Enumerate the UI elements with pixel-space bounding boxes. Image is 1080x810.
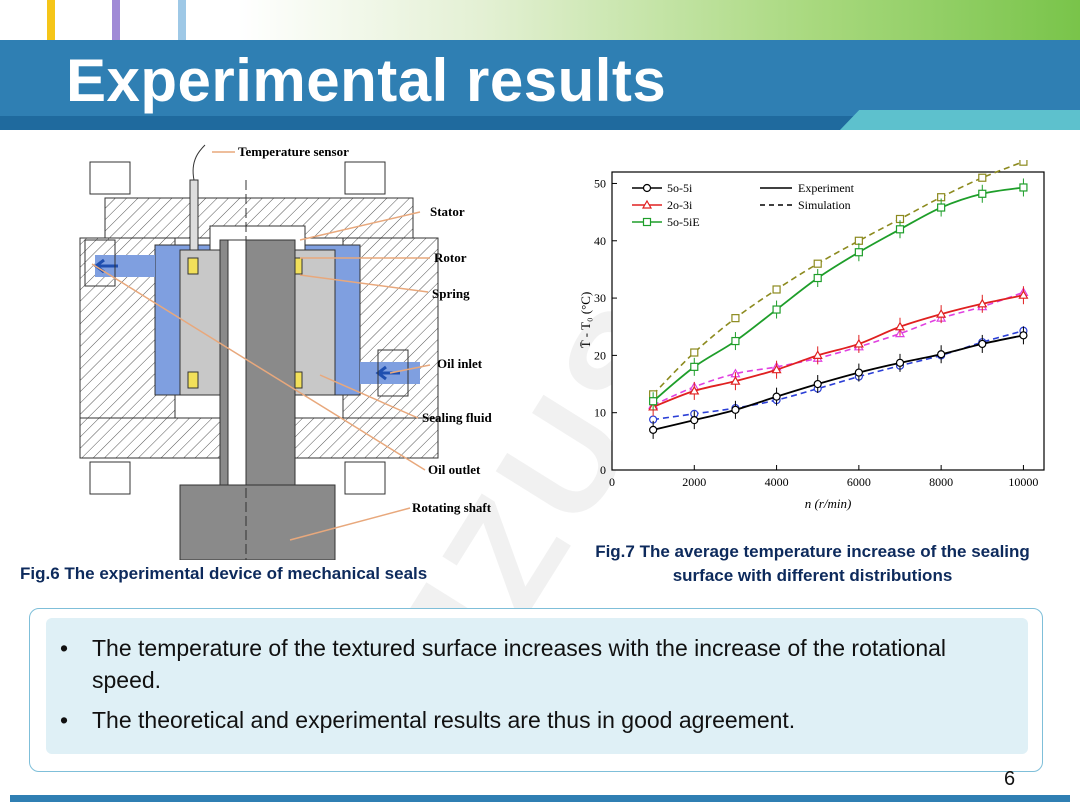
bottom-bar xyxy=(10,795,1070,802)
x-tick-label: 0 xyxy=(609,475,615,489)
series-5o-5i xyxy=(649,326,1028,439)
x-tick-label: 6000 xyxy=(847,475,871,489)
experiment-point xyxy=(936,308,947,318)
experiment-point xyxy=(771,364,782,374)
experiment-point xyxy=(854,368,863,377)
experiment-point xyxy=(894,321,906,331)
label-spring: Spring xyxy=(432,286,470,301)
mechanical-seal-diagram: Temperature sensor Stator Rotor Spring O… xyxy=(79,144,492,560)
experiment-point xyxy=(937,203,946,212)
legend-style-label: Experiment xyxy=(798,181,855,195)
experiment-point xyxy=(731,336,740,346)
experiment-point xyxy=(813,273,822,283)
fig7-caption: Fig.7 The average temperature increase o… xyxy=(595,542,1030,585)
experiment-point xyxy=(937,350,946,359)
simulation-point xyxy=(690,348,699,357)
bullet-dot: • xyxy=(60,707,69,733)
series-5o-5iE xyxy=(649,160,1028,411)
legend-label: 5o-5i xyxy=(667,181,693,195)
experiment-point xyxy=(649,397,658,406)
series-2o-3i xyxy=(648,286,1029,416)
label-oil-inlet: Oil inlet xyxy=(437,356,483,371)
legend-label: 5o-5iE xyxy=(667,215,700,229)
experiment-point xyxy=(978,189,987,198)
experiment-point xyxy=(689,385,700,395)
experiment-point xyxy=(1019,331,1028,340)
simulation-point xyxy=(978,173,987,182)
y-tick-label: 50 xyxy=(594,176,606,190)
experiment-point xyxy=(1019,183,1028,192)
y-tick-label: 10 xyxy=(594,406,606,420)
experiment-point xyxy=(690,362,699,371)
x-axis-label: n (r/min) xyxy=(805,496,852,511)
x-tick-label: 2000 xyxy=(682,475,706,489)
legend-label: 2o-3i xyxy=(667,198,693,212)
simulation-line xyxy=(652,160,1024,395)
legend-marker xyxy=(642,183,652,193)
temperature-increase-chart: 0 2000 4000 6000 8000 10000 0 10 20 30 40 50 5o-5i 2… xyxy=(580,160,1045,511)
legend-style-label: Simulation xyxy=(798,198,851,212)
title-accent-bar xyxy=(0,116,1080,130)
decor-tick-purple xyxy=(112,0,120,40)
experiment-point xyxy=(690,416,699,425)
experiment-point xyxy=(1018,290,1029,299)
simulation-point xyxy=(731,314,740,323)
fig6-caption: Fig.6 The experimental device of mechani… xyxy=(20,564,428,583)
experiment-point xyxy=(977,298,988,308)
page-title: Experimental results xyxy=(66,47,667,114)
label-oil-outlet: Oil outlet xyxy=(428,462,481,477)
label-stator: Stator xyxy=(430,204,465,219)
experiment-point xyxy=(731,405,740,414)
experiment-point xyxy=(649,425,658,434)
experiment-point xyxy=(772,305,781,314)
simulation-point xyxy=(813,259,822,268)
simulation-point xyxy=(772,285,781,294)
simulation-line xyxy=(652,291,1024,406)
experiment-line xyxy=(652,294,1024,408)
top-gradient-strip xyxy=(0,0,1080,40)
x-tick-label: 8000 xyxy=(929,475,953,489)
label-rotor: Rotor xyxy=(434,250,467,265)
experiment-line xyxy=(652,334,1024,431)
experiment-line xyxy=(652,186,1024,402)
experiment-point xyxy=(978,339,987,349)
x-tick-label: 4000 xyxy=(765,475,789,489)
legend-marker xyxy=(641,199,653,209)
bullet-item: • The temperature of the textured surfac… xyxy=(58,632,1008,696)
label-temperature-sensor: Temperature sensor xyxy=(238,144,349,159)
decor-tick-yellow xyxy=(47,0,55,40)
experiment-point xyxy=(813,379,822,389)
simulation-line xyxy=(653,329,1024,421)
y-tick-label: 40 xyxy=(594,234,606,248)
experiment-point xyxy=(772,392,781,401)
bullet-text: The theoretical and experimental results… xyxy=(92,707,796,733)
simulation-point xyxy=(1019,160,1028,166)
bullet-text: The temperature of the textured surface … xyxy=(92,635,947,693)
x-tick-label: 10000 xyxy=(1008,475,1038,489)
bullet-dot: • xyxy=(60,635,69,661)
simulation-point xyxy=(854,236,863,245)
experiment-point xyxy=(730,375,741,385)
experiment-point xyxy=(812,350,823,359)
y-axis-label: T̄ - T₀ (°C) xyxy=(580,292,593,349)
legend-marker xyxy=(642,217,652,227)
plot-frame xyxy=(611,171,1045,471)
page-number: 6 xyxy=(1004,768,1016,790)
experiment-point xyxy=(853,338,864,348)
title-accent-teal xyxy=(840,110,1080,130)
label-rotating-shaft: Rotating shaft xyxy=(412,500,492,515)
bullet-item: • The theoretical and experimental resul… xyxy=(58,704,1008,736)
notes-box-inner xyxy=(46,618,1028,754)
y-tick-label: 30 xyxy=(594,291,606,305)
y-tick-label: 20 xyxy=(594,348,606,362)
experiment-point xyxy=(895,358,905,367)
label-sealing-fluid: Sealing fluid xyxy=(422,410,492,425)
y-tick-label: 0 xyxy=(600,463,606,477)
decor-tick-blue xyxy=(178,0,186,40)
experiment-point xyxy=(895,225,905,234)
notes-bullets: • The temperature of the textured surfac… xyxy=(58,632,1008,744)
experiment-point xyxy=(854,248,863,257)
